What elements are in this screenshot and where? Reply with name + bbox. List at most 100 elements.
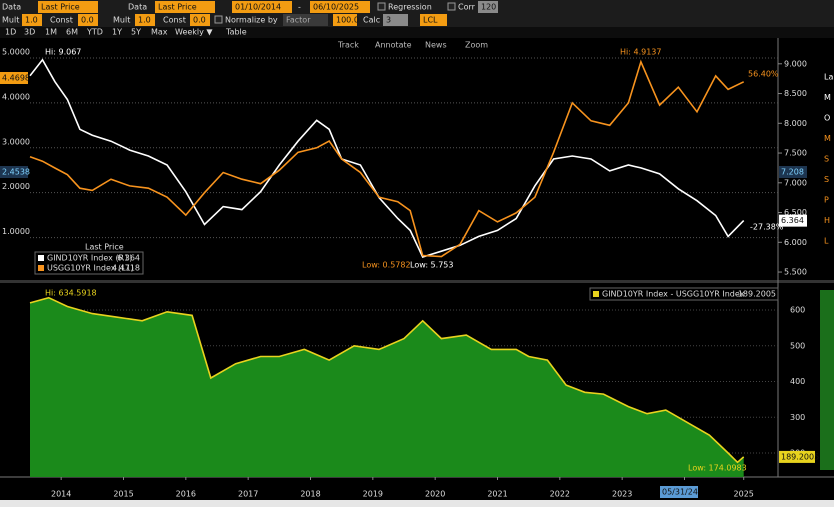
y2-tick-label: 8.500	[784, 89, 807, 98]
input-field[interactable]	[38, 1, 98, 13]
y2-tick-label: 9.000	[784, 59, 807, 68]
input-field[interactable]	[420, 14, 447, 26]
value-box-label: 7.208	[781, 168, 804, 177]
input-field[interactable]	[232, 1, 292, 13]
side-panel-fill	[820, 290, 834, 470]
date-box-label: 05/31/24	[662, 488, 698, 497]
y-tick-label: 1.0000	[2, 227, 30, 236]
panel-divider	[0, 280, 834, 283]
annotation: -27.38%	[750, 223, 784, 232]
annotation: Low: 5.753	[410, 261, 453, 270]
range-button[interactable]: 3D	[24, 28, 35, 37]
annotation: 56.40%	[748, 70, 779, 79]
input-field[interactable]	[283, 14, 328, 26]
toolbar-label: Calc	[363, 16, 380, 25]
input-value[interactable]: Last Price	[41, 3, 80, 12]
range-button[interactable]: 1M	[45, 28, 57, 37]
date-box	[660, 486, 698, 498]
checkbox-label[interactable]: Corr	[458, 3, 476, 12]
y-tick-label: 300	[790, 413, 805, 422]
input-value[interactable]: Last Price	[158, 3, 197, 12]
range-button[interactable]: Max	[151, 28, 168, 37]
input-field[interactable]	[135, 14, 155, 26]
y-tick-label: 2.0000	[2, 182, 30, 191]
input-value[interactable]: 3	[386, 16, 391, 25]
y2-tick-label: 8.000	[784, 119, 807, 128]
input-field[interactable]	[78, 14, 98, 26]
input-field[interactable]	[333, 14, 357, 26]
value-box-label: 6.364	[781, 216, 804, 225]
value-box	[779, 450, 815, 463]
range-button[interactable]: 1Y	[112, 28, 122, 37]
legend-label: USGG10YR Index (L1)	[47, 264, 134, 273]
input-field[interactable]	[383, 14, 408, 26]
sidebar-text: S	[824, 175, 829, 184]
x-tick-label: 2019	[363, 490, 383, 499]
y2-tick-label: 7.500	[784, 149, 807, 158]
sidebar-text: M	[824, 93, 831, 102]
checkbox[interactable]	[447, 2, 456, 11]
legend-box	[34, 251, 144, 275]
annotation: Low: 0.5782	[362, 261, 411, 270]
y-tick-label: 500	[790, 341, 805, 350]
range-button[interactable]: 5Y	[131, 28, 141, 37]
toolbar-label: Const	[163, 16, 186, 25]
range-button[interactable]: 1D	[5, 28, 16, 37]
annotation: Hi: 4.9137	[620, 48, 661, 57]
value-box-label: 189.2005	[781, 452, 819, 461]
y-tick-label: 400	[790, 377, 805, 386]
y2-tick-label: 6.500	[784, 208, 807, 217]
input-field[interactable]	[310, 1, 370, 13]
input-value[interactable]: Factor	[286, 16, 311, 25]
input-field[interactable]	[155, 1, 215, 13]
input-value[interactable]: 0.0	[81, 16, 94, 25]
input-value[interactable]: 0.0	[193, 16, 206, 25]
sidebar-text: H	[824, 216, 830, 225]
series-line	[29, 59, 745, 258]
y-tick-label: 4.0000	[2, 92, 30, 101]
annotation: Hi: 9.067	[45, 48, 81, 57]
toolbar-label: -	[298, 3, 301, 12]
annotation: Low: 174.0983	[688, 464, 747, 473]
chart-tool[interactable]: Zoom	[465, 41, 488, 50]
chart-tool[interactable]: News	[425, 41, 447, 50]
legend-title: Last Price	[85, 243, 124, 252]
x-tick-label: 2016	[176, 490, 196, 499]
checkbox[interactable]	[377, 2, 386, 11]
input-value[interactable]: LCL	[423, 16, 438, 25]
checkbox[interactable]	[214, 15, 223, 24]
range-button[interactable]: 6M	[66, 28, 78, 37]
sidebar-text: La	[824, 73, 833, 82]
input-value[interactable]: 1.0	[138, 16, 151, 25]
range-button[interactable]: Weekly ▼	[175, 28, 213, 37]
legend-value: 189.2005	[738, 290, 776, 299]
y-tick-label: 600	[790, 306, 805, 315]
checkbox-label[interactable]: Regression	[388, 3, 432, 12]
value-box	[0, 166, 28, 178]
bottom-strip	[0, 500, 834, 507]
sidebar-text: P	[824, 196, 829, 205]
range-bar-bg	[0, 27, 834, 38]
input-field[interactable]	[478, 1, 498, 13]
input-value[interactable]: 100.0	[336, 16, 359, 25]
x-tick-label: 2014	[51, 490, 71, 499]
checkbox-label[interactable]: Normalize by	[225, 16, 278, 25]
input-value[interactable]: 06/10/2025	[313, 3, 359, 12]
range-button[interactable]: Table	[225, 28, 247, 37]
input-value[interactable]: 1.0	[25, 16, 38, 25]
input-field[interactable]	[190, 14, 210, 26]
input-value[interactable]: 120	[481, 3, 496, 12]
chart-tool[interactable]: Track	[337, 41, 359, 50]
input-value[interactable]: 01/10/2014	[235, 3, 281, 12]
y2-tick-label: 6.000	[784, 238, 807, 247]
x-tick-label: 2020	[425, 490, 445, 499]
legend-label: GIND10YR Index - USGG10YR Index	[602, 290, 745, 299]
x-tick-label: 2021	[487, 490, 507, 499]
chart-tool[interactable]: Annotate	[375, 41, 412, 50]
input-field[interactable]	[22, 14, 42, 26]
range-button[interactable]: YTD	[86, 28, 103, 37]
legend-swatch	[593, 291, 599, 297]
legend-value: 4.4718	[112, 264, 140, 273]
y2-tick-label: 7.000	[784, 178, 807, 187]
